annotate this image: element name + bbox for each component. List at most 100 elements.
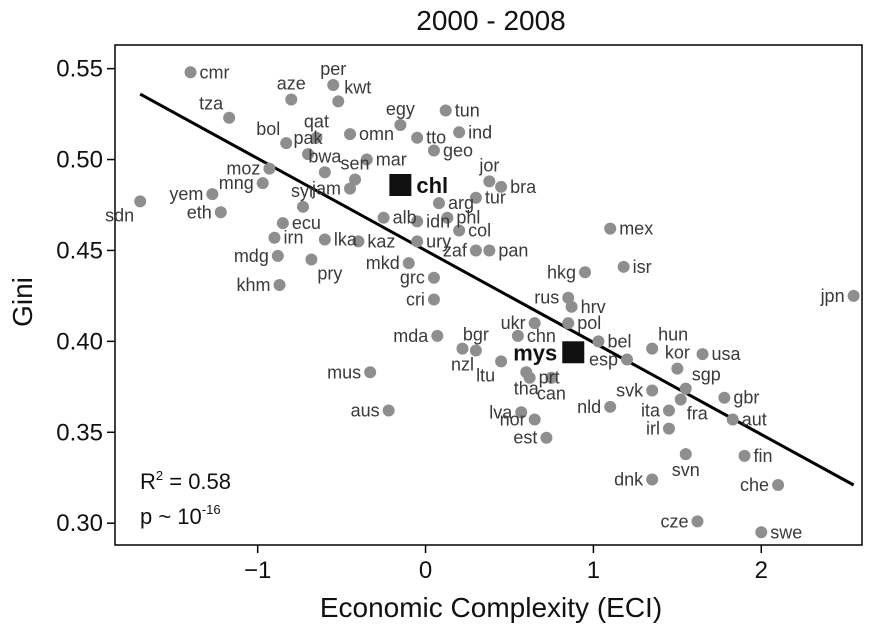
point-label-ita: ita: [641, 400, 661, 420]
point-label-mex: mex: [619, 219, 653, 239]
data-point-aze: [285, 93, 298, 106]
point-label-ind: ind: [468, 122, 492, 142]
point-label-zaf: zaf: [443, 240, 468, 260]
data-point-eth: [214, 206, 227, 219]
data-point-hun: [646, 342, 659, 355]
data-point-chn: [511, 329, 524, 342]
point-label-est: est: [513, 428, 537, 448]
point-label-kaz: kaz: [367, 231, 395, 251]
point-label-pak: pak: [294, 128, 324, 148]
data-point-ind: [453, 126, 466, 139]
point-label-mng: mng: [219, 173, 254, 193]
point-label-bgr: bgr: [463, 324, 489, 344]
data-point-ita: [662, 404, 675, 417]
data-point-phl: [441, 211, 454, 224]
point-label-esp: esp: [589, 350, 618, 370]
point-label-tun: tun: [455, 100, 480, 120]
point-label-egy: egy: [386, 99, 415, 119]
point-label-jor: jor: [478, 155, 499, 175]
x-tick-label: 1: [587, 557, 600, 584]
data-point-fra: [674, 393, 687, 406]
point-label-syr: syr: [291, 181, 315, 201]
point-label-ury: ury: [426, 231, 451, 251]
data-point-irl: [662, 422, 675, 435]
point-label-usa: usa: [712, 344, 742, 364]
data-point-sen: [349, 173, 362, 186]
data-point-idn: [411, 215, 424, 228]
point-label-arg: arg: [448, 193, 474, 213]
y-tick-label: 0.50: [56, 147, 103, 174]
point-label-bel: bel: [607, 331, 631, 351]
data-point-mus: [364, 366, 377, 379]
data-point-cze: [691, 515, 704, 528]
data-points: [134, 66, 860, 539]
data-point-bwa: [318, 166, 331, 179]
data-point-tur: [469, 191, 482, 204]
x-tick-label: 2: [755, 557, 768, 584]
data-point-nzl: [456, 342, 469, 355]
data-point-syr: [297, 200, 310, 213]
point-label-omn: omn: [359, 124, 394, 144]
point-label-idn: idn: [426, 211, 450, 231]
point-label-geo: geo: [443, 140, 473, 160]
data-point-zaf: [469, 244, 482, 257]
r-squared-annotation: R2 = 0.58: [140, 468, 231, 494]
point-label-pan: pan: [498, 240, 528, 260]
data-point-ukr: [528, 317, 541, 330]
data-point-hrv: [565, 300, 578, 313]
data-point-dnk: [646, 473, 659, 486]
point-label-svn: svn: [672, 460, 700, 480]
point-label-tto: tto: [426, 128, 446, 148]
data-point-moz: [263, 162, 276, 175]
point-label-hkg: hkg: [547, 262, 576, 282]
point-label-tur: tur: [485, 188, 506, 208]
point-label-che: che: [740, 475, 769, 495]
x-tick-label: 0: [419, 557, 432, 584]
point-label-tha: tha: [514, 378, 540, 398]
data-point-yem: [206, 188, 219, 201]
highlight-label-chl: chl: [416, 173, 448, 198]
point-label-ecu: ecu: [292, 213, 321, 233]
point-label-per: per: [320, 59, 346, 79]
point-label-bra: bra: [510, 177, 537, 197]
data-point-bra: [495, 180, 508, 193]
point-label-cmr: cmr: [200, 62, 230, 82]
data-point-bgr: [469, 344, 482, 357]
data-point-est: [540, 431, 553, 444]
point-label-sdn: sdn: [105, 205, 134, 225]
y-tick-label: 0.45: [56, 237, 103, 264]
data-point-hkg: [579, 266, 592, 279]
point-label-khm: khm: [236, 275, 270, 295]
data-point-khm: [273, 279, 286, 291]
data-point-isr: [617, 260, 630, 273]
data-point-lva: [515, 406, 528, 419]
point-label-cri: cri: [406, 290, 425, 310]
y-tick-label: 0.35: [56, 419, 103, 446]
point-label-swe: swe: [770, 522, 802, 542]
data-point-kwt: [332, 95, 345, 108]
point-label-mus: mus: [327, 362, 361, 382]
data-point-col: [453, 224, 466, 237]
point-label-nld: nld: [577, 397, 601, 417]
data-point-geo: [427, 144, 440, 157]
data-point-tha: [520, 366, 533, 379]
data-point-per: [327, 79, 340, 91]
point-label-mar: mar: [376, 150, 407, 170]
point-label-prt: prt: [539, 368, 560, 388]
x-axis: −1 0 1 2: [244, 545, 768, 584]
data-point-lka: [318, 233, 331, 246]
data-point-pry: [305, 253, 318, 266]
point-label-can: can: [537, 384, 566, 404]
data-point-jor: [483, 175, 496, 188]
data-point-nor: [528, 413, 541, 426]
data-point-grc: [427, 271, 440, 284]
point-label-kor: kor: [665, 343, 690, 363]
point-label-cze: cze: [660, 511, 688, 531]
point-label-sgp: sgp: [692, 365, 721, 385]
data-point-bel: [592, 335, 605, 348]
data-point-jam: [344, 182, 357, 195]
data-point-kaz: [352, 235, 365, 248]
y-tick-label: 0.55: [56, 56, 103, 83]
point-label-irn: irn: [283, 228, 303, 248]
